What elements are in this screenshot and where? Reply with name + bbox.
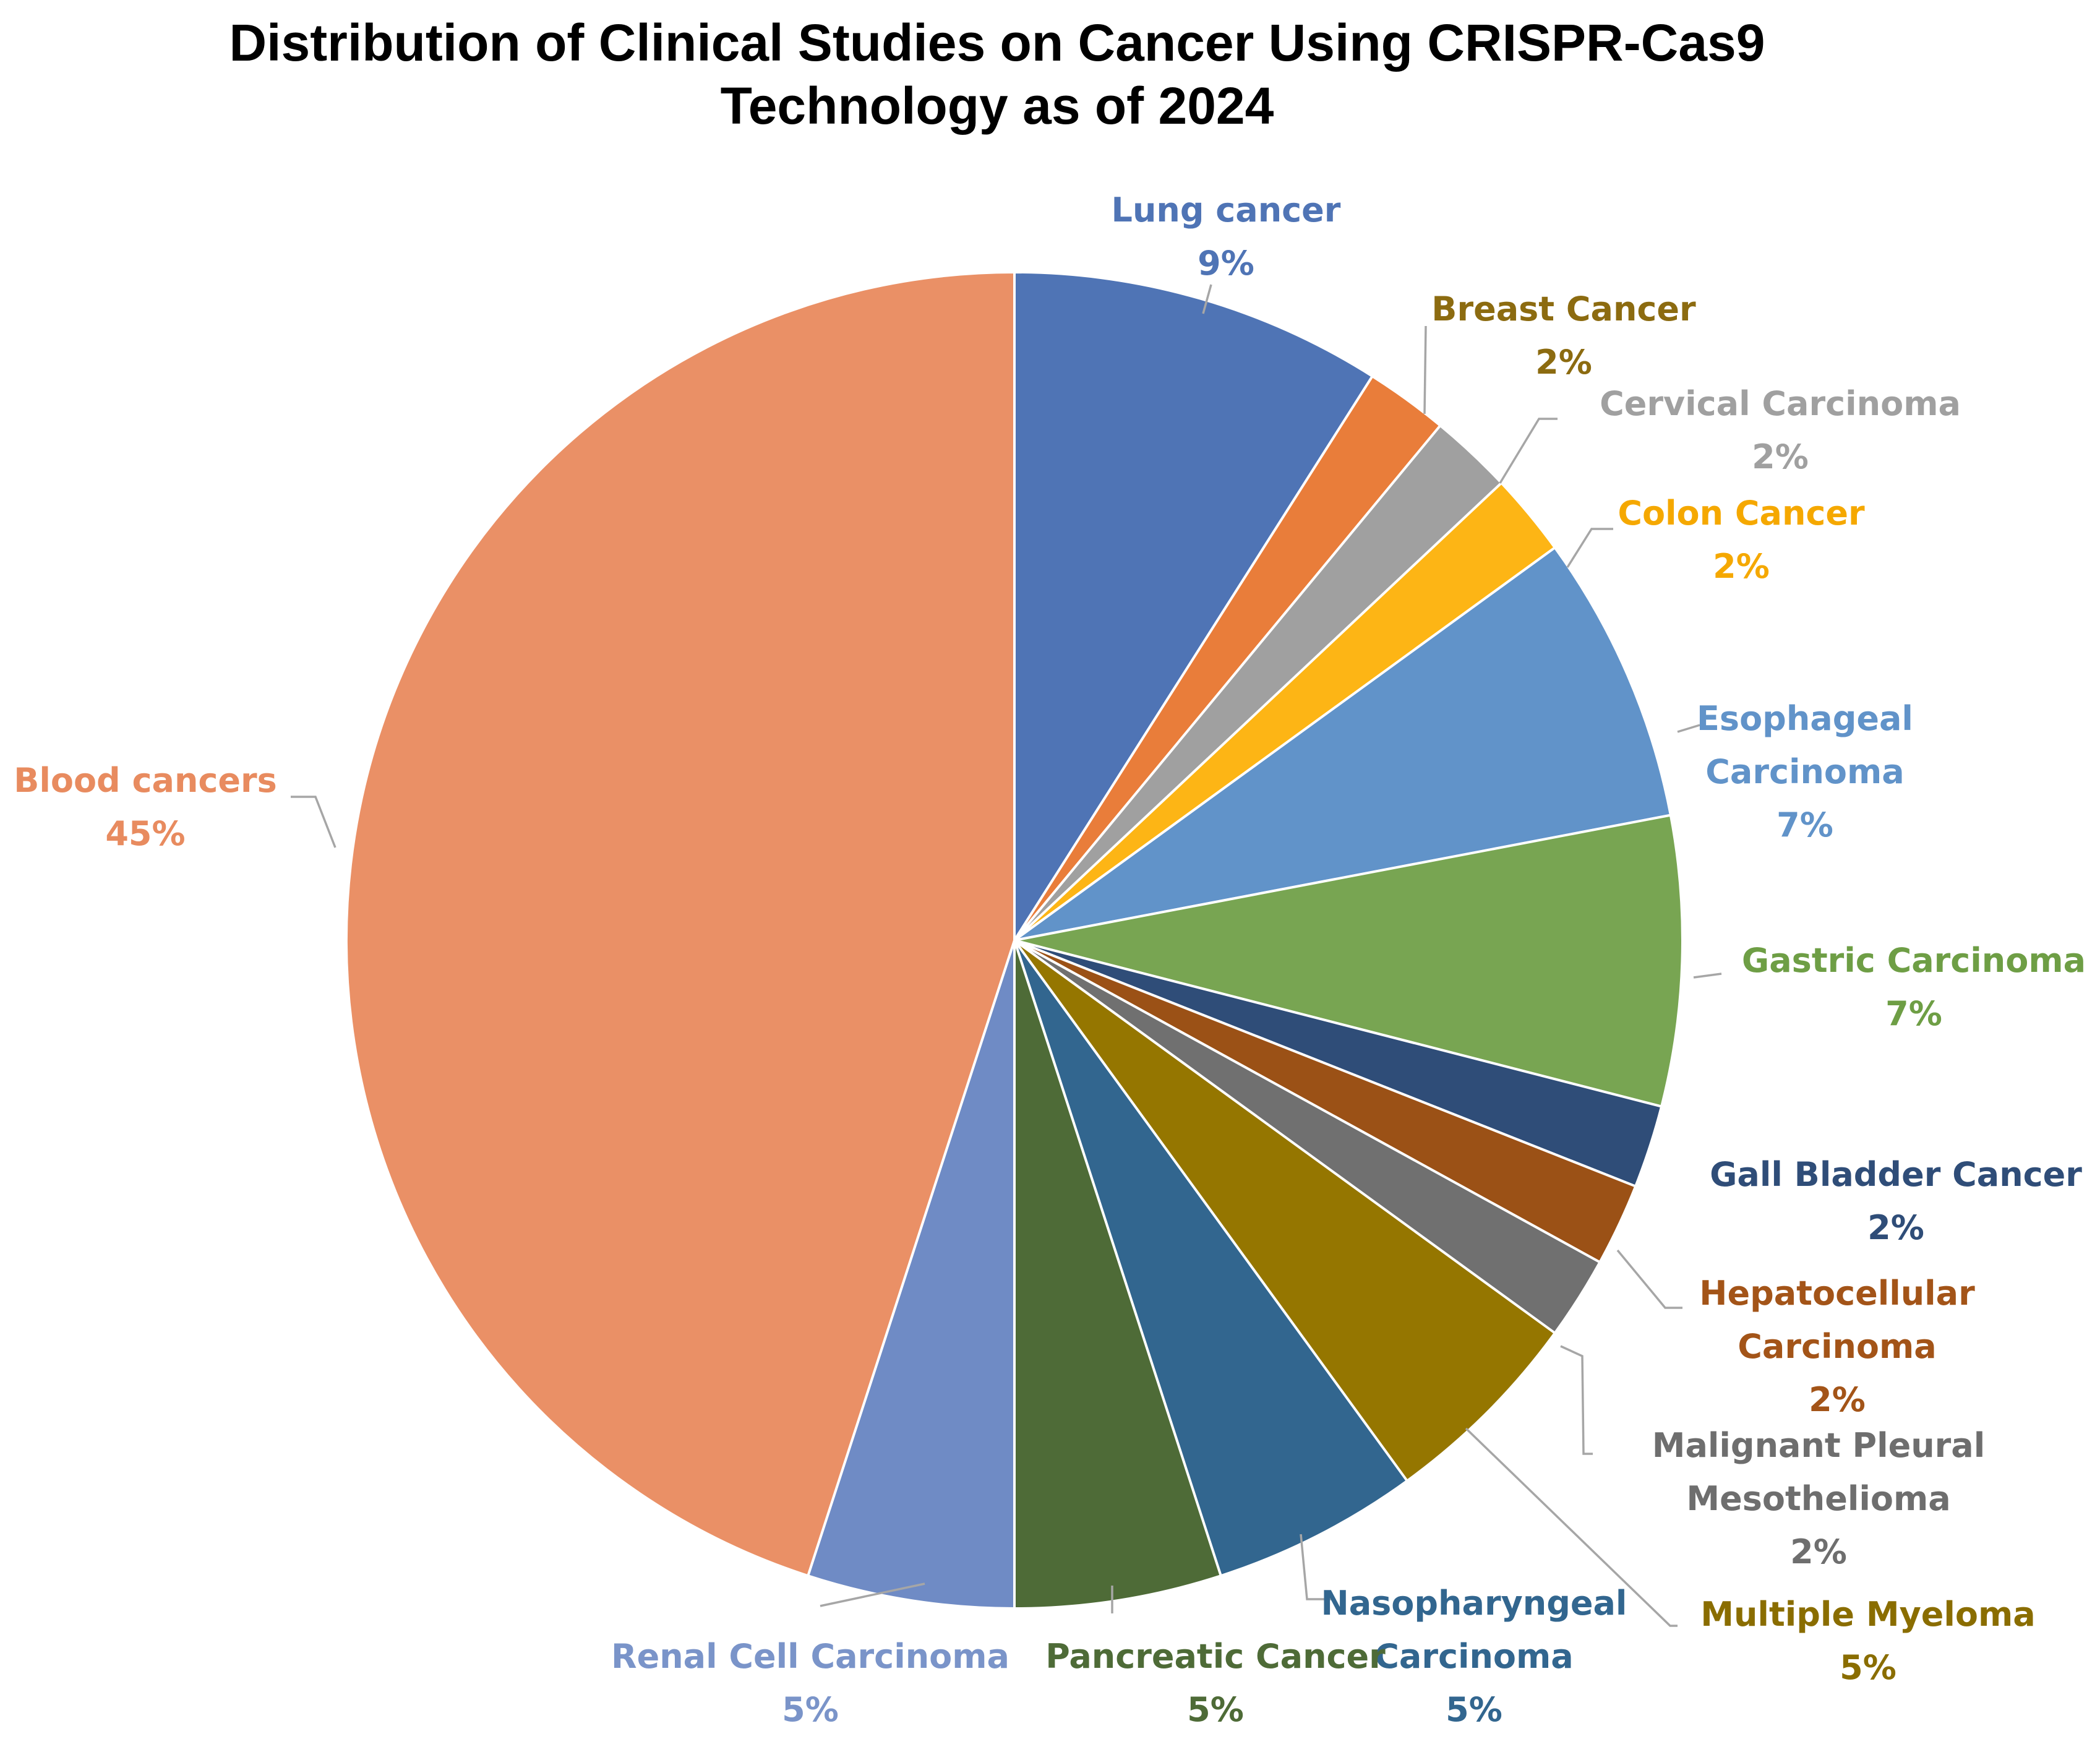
- data-label-name-pancreatic-cancer: Pancreatic Cancer: [1045, 1637, 1386, 1676]
- data-label-name-blood-cancers: Blood cancers: [14, 761, 277, 800]
- leader-line-cervical-carcinoma: [1499, 418, 1558, 484]
- data-label-pct-lung-cancer: 9%: [1198, 244, 1254, 283]
- data-label-name-malignant-pleural-mesothelioma: Mesothelioma: [1686, 1479, 1950, 1518]
- leader-line-gastric-carcinoma: [1693, 973, 1722, 979]
- data-label-name-nasopharyngeal-carcinoma: Nasopharyngeal: [1321, 1584, 1627, 1623]
- data-label-pct-renal-cell-carcinoma: 5%: [782, 1690, 839, 1729]
- data-label-pct-hepatocellular-carcinoma: 2%: [1809, 1380, 1866, 1419]
- pie-slice-pancreatic-cancer: [1013, 939, 1222, 1610]
- data-label-pct-blood-cancers: 45%: [105, 814, 185, 853]
- data-label-name-multiple-myeloma: Multiple Myeloma: [1700, 1595, 2035, 1634]
- leader-line-multiple-myeloma: [1465, 1427, 1678, 1627]
- data-label-name-breast-cancer: Breast Cancer: [1431, 290, 1696, 328]
- data-label-name-colon-cancer: Colon Cancer: [1618, 494, 1865, 533]
- data-label-pct-gastric-carcinoma: 7%: [1885, 994, 1942, 1033]
- data-label-name-renal-cell-carcinoma: Renal Cell Carcinoma: [611, 1637, 1009, 1676]
- data-label-pct-esophageal-carcinoma: 7%: [1776, 805, 1833, 844]
- leader-lines: [291, 284, 1722, 1627]
- data-label-name-esophageal-carcinoma: Esophageal: [1697, 699, 1913, 738]
- pie-slice-esophageal-carcinoma: [1013, 546, 1672, 942]
- pie-slice-renal-cell-carcinoma: [807, 939, 1016, 1610]
- chart-title-line-1: Distribution of Clinical Studies on Canc…: [229, 14, 1765, 72]
- leader-line-renal-cell-carcinoma: [820, 1582, 925, 1607]
- leader-line-breast-cancer: [1423, 325, 1427, 414]
- leader-line-blood-cancers: [291, 796, 336, 848]
- data-label-pct-multiple-myeloma: 5%: [1840, 1648, 1896, 1687]
- chart-title-line-2: Technology as of 2024: [721, 77, 1274, 135]
- data-label-name-gastric-carcinoma: Gastric Carcinoma: [1742, 941, 2086, 980]
- leader-line-colon-cancer: [1566, 528, 1613, 568]
- data-label-name-malignant-pleural-mesothelioma: Malignant Pleural: [1652, 1426, 1986, 1465]
- data-label-pct-colon-cancer: 2%: [1713, 547, 1770, 586]
- data-label-pct-gall-bladder-cancer: 2%: [1867, 1208, 1924, 1247]
- data-label-pct-cervical-carcinoma: 2%: [1752, 437, 1809, 476]
- pie-slices: [345, 271, 1684, 1610]
- data-label-name-esophageal-carcinoma: Carcinoma: [1705, 752, 1904, 791]
- pie-slice-multiple-myeloma: [1013, 939, 1556, 1482]
- data-label-pct-pancreatic-cancer: 5%: [1187, 1690, 1244, 1729]
- data-label-pct-breast-cancer: 2%: [1535, 343, 1592, 382]
- leader-line-lung-cancer: [1202, 284, 1212, 314]
- leader-line-malignant-pleural-mesothelioma: [1560, 1345, 1593, 1455]
- pie-slice-lung-cancer: [1013, 271, 1374, 942]
- pie-slice-blood-cancers: [345, 271, 1016, 1578]
- data-label-pct-malignant-pleural-mesothelioma: 2%: [1790, 1532, 1847, 1571]
- data-label-pct-nasopharyngeal-carcinoma: 5%: [1446, 1690, 1502, 1729]
- data-label-name-lung-cancer: Lung cancer: [1112, 191, 1341, 230]
- pie-slice-nasopharyngeal-carcinoma: [1013, 939, 1408, 1578]
- data-label-name-nasopharyngeal-carcinoma: Carcinoma: [1374, 1637, 1573, 1676]
- data-label-name-hepatocellular-carcinoma: Carcinoma: [1738, 1327, 1936, 1366]
- data-label-name-gall-bladder-cancer: Gall Bladder Cancer: [1710, 1155, 2082, 1194]
- leader-line-esophageal-carcinoma: [1677, 724, 1700, 733]
- data-label-name-hepatocellular-carcinoma: Hepatocellular: [1699, 1274, 1975, 1313]
- data-label-name-cervical-carcinoma: Cervical Carcinoma: [1600, 384, 1961, 423]
- leader-line-nasopharyngeal-carcinoma: [1300, 1534, 1333, 1600]
- pie-slice-gastric-carcinoma: [1013, 814, 1684, 1108]
- leader-line-hepatocellular-carcinoma: [1616, 1249, 1682, 1309]
